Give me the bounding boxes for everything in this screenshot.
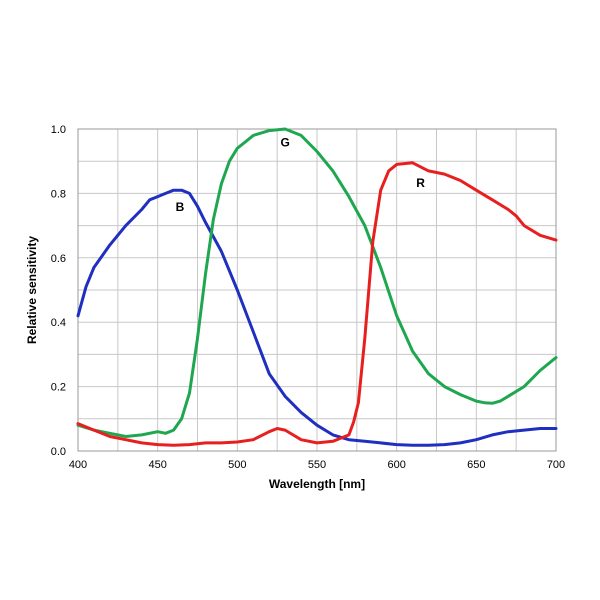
series-label-B: B [176,200,185,214]
x-tick-label: 550 [308,459,326,471]
series-label-R: R [416,176,425,190]
plot-frame [77,128,557,452]
series-labels: B G R [176,136,426,214]
x-tick-label: 700 [547,459,565,471]
y-tick-label: 0.8 [51,188,66,200]
series-label-G: G [280,136,289,150]
x-tick-label: 600 [387,459,405,471]
y-tick-label: 0.6 [51,253,66,265]
grid-lines [78,129,556,451]
y-tick-label: 0.2 [51,382,66,394]
series-line-B [76,188,558,447]
x-tick-label: 650 [467,459,485,471]
y-tick-label: 0.0 [51,446,66,458]
tick-labels: 400 450 500 550 600 650 700 0.0 0.2 0.4 0.6 0.8 1.0 [51,124,565,471]
series-line-G [76,127,558,438]
y-tick-label: 1.0 [51,124,66,136]
series-lines [76,127,558,447]
x-tick-label: 400 [69,459,87,471]
x-tick-label: 500 [228,459,246,471]
series-line-R [76,161,558,447]
y-axis-title: Relative sensitivity [25,236,39,344]
y-tick-label: 0.4 [51,317,66,329]
x-tick-label: 450 [148,459,166,471]
x-axis-title: Wavelength [nm] [269,477,365,491]
